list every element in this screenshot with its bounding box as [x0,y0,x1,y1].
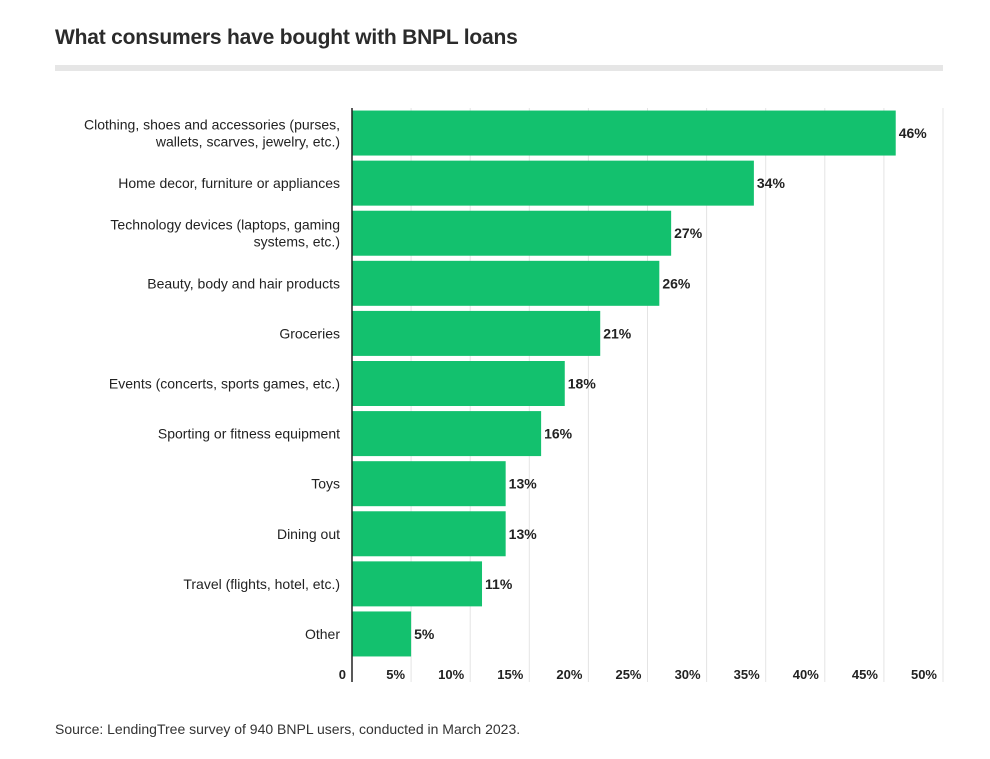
x-tick-label: 35% [734,667,760,682]
value-label: 21% [603,325,632,341]
category-label: Dining out [277,526,340,542]
x-tick-label: 20% [556,667,582,682]
chart-title: What consumers have bought with BNPL loa… [55,26,518,49]
value-label: 46% [899,125,928,141]
bar [352,561,483,607]
x-tick-label: 50% [911,667,937,682]
labels: 46% Clothing, shoes and accessories (purs… [84,117,937,682]
value-label: 13% [509,526,538,542]
bar [352,611,412,657]
category-label: Clothing, shoes and accessories (purses,… [84,117,340,150]
x-tick-label: 0 [339,667,346,682]
x-tick-label: 30% [675,667,701,682]
bar [352,461,506,507]
value-label: 18% [568,376,597,392]
value-label: 5% [414,626,435,642]
title-divider [55,65,943,71]
category-label: Home decor, furniture or appliances [118,175,340,191]
value-label: 27% [674,225,703,241]
value-label: 11% [485,576,513,592]
x-tick-label: 5% [386,667,405,682]
bar [352,411,542,457]
bar [352,160,754,206]
value-label: 13% [509,476,538,492]
bars [352,110,896,657]
x-tick-label: 40% [793,667,819,682]
value-label: 16% [544,426,573,442]
category-label: Groceries [279,325,340,341]
bar [352,210,672,256]
bar [352,260,660,306]
x-tick-label: 10% [438,667,464,682]
x-tick-label: 15% [497,667,523,682]
value-label: 26% [662,275,691,291]
category-label: Events (concerts, sports games, etc.) [109,376,340,392]
value-label: 34% [757,175,786,191]
source-note: Source: LendingTree survey of 940 BNPL u… [55,721,521,737]
category-label: Beauty, body and hair products [147,275,340,291]
bar [352,110,896,156]
category-label: Sporting or fitness equipment [158,426,340,442]
x-tick-label: 25% [615,667,641,682]
category-label: Technology devices (laptops, gaming syste… [110,217,340,250]
bar [352,361,565,406]
category-label: Toys [311,476,340,492]
category-label: Other [305,626,340,642]
category-label: Travel (flights, hotel, etc.) [183,576,340,592]
x-tick-label: 45% [852,667,878,682]
bar [352,511,506,557]
bar-chart: 46% Clothing, shoes and accessories (purs… [84,108,944,682]
bar [352,310,601,356]
